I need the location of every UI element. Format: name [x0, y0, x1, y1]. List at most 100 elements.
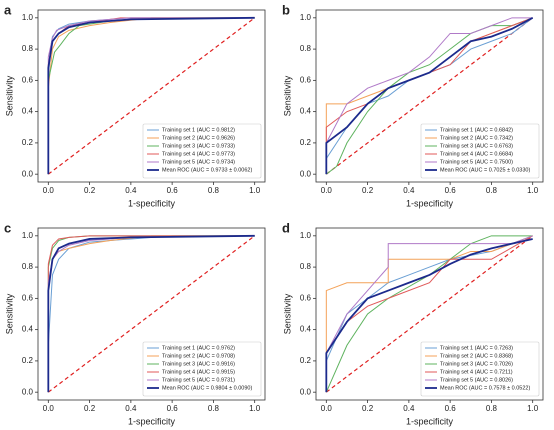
legend-label: Training set 3 (AUC = 0.7026) — [440, 361, 513, 367]
legend-label: Mean ROC (AUC = 0.9733 ± 0.0062) — [162, 167, 252, 173]
x-axis-label: 1-specificity — [128, 416, 176, 426]
y-tick-label: 1.0 — [300, 231, 312, 240]
legend-label: Mean ROC (AUC = 0.9804 ± 0.0090) — [162, 385, 252, 391]
x-axis-label: 1-specificity — [128, 198, 176, 208]
y-tick-label: 0.0 — [22, 387, 34, 396]
legend-box — [420, 341, 540, 397]
legend-label: Training set 4 (AUC = 0.9915) — [162, 369, 235, 375]
legend-label: Training set 2 (AUC = 0.9708) — [162, 353, 235, 359]
legend-box — [420, 123, 540, 179]
x-tick-label: 0.4 — [403, 186, 415, 195]
x-axis-label: 1-specificity — [406, 198, 454, 208]
roc-curve — [325, 17, 533, 175]
legend-label: Training set 2 (AUC = 0.9626) — [162, 135, 235, 141]
y-axis-label: Sensitivity — [282, 293, 292, 334]
x-tick-label: 1.0 — [249, 186, 261, 195]
legend-box — [142, 341, 262, 397]
x-tick-label: 0.0 — [321, 404, 333, 413]
y-tick-label: 0.8 — [22, 44, 34, 53]
x-tick-label: 0.2 — [362, 404, 374, 413]
x-tick-label: 0.2 — [84, 404, 96, 413]
legend-label: Training set 1 (AUC = 0.9762) — [162, 345, 235, 351]
legend-label: Training set 3 (AUC = 0.9916) — [162, 361, 235, 367]
x-axis-label: 1-specificity — [406, 416, 454, 426]
y-tick-label: 0.4 — [22, 325, 34, 334]
y-tick-label: 0.8 — [300, 44, 312, 53]
x-tick-label: 0.6 — [445, 186, 457, 195]
panel-letter: b — [282, 2, 290, 17]
y-tick-label: 1.0 — [22, 231, 34, 240]
x-tick-label: 1.0 — [249, 404, 261, 413]
y-tick-label: 0.4 — [22, 107, 34, 116]
legend-label: Training set 5 (AUC = 0.8026) — [440, 377, 513, 383]
panel-letter: a — [4, 2, 12, 17]
roc-curve — [47, 16, 255, 175]
x-tick-label: 0.0 — [43, 186, 55, 195]
x-tick-label: 0.8 — [486, 404, 498, 413]
legend-label: Training set 2 (AUC = 0.8368) — [440, 353, 513, 359]
x-tick-label: 0.0 — [43, 404, 55, 413]
x-tick-label: 1.0 — [527, 186, 539, 195]
plot-frame — [315, 9, 544, 183]
legend-label: Training set 3 (AUC = 0.9733) — [162, 143, 235, 149]
y-tick-label: 0.8 — [22, 262, 34, 271]
legend-label: Training set 1 (AUC = 0.6842) — [440, 127, 513, 133]
x-tick-label: 1.0 — [527, 404, 539, 413]
chance-line — [325, 17, 534, 175]
x-tick-label: 0.6 — [167, 186, 179, 195]
x-tick-label: 0.6 — [445, 404, 457, 413]
y-tick-label: 0.6 — [22, 293, 34, 302]
legend-label: Training set 5 (AUC = 0.7500) — [440, 159, 513, 165]
y-tick-label: 0.6 — [22, 75, 34, 84]
y-tick-label: 0.4 — [300, 107, 312, 116]
roc-curve — [47, 234, 255, 393]
legend-label: Training set 5 (AUC = 0.9734) — [162, 159, 235, 165]
chance-line — [47, 235, 256, 393]
legend-label: Training set 1 (AUC = 0.7263) — [440, 345, 513, 351]
legend-label: Training set 3 (AUC = 0.6763) — [440, 143, 513, 149]
x-tick-label: 0.2 — [362, 186, 374, 195]
y-tick-label: 0.6 — [300, 75, 312, 84]
roc-curve — [47, 17, 255, 175]
plot-frame — [315, 227, 544, 401]
legend-label: Training set 1 (AUC = 0.9812) — [162, 127, 235, 133]
x-tick-label: 0.8 — [208, 186, 220, 195]
panel-letter: c — [4, 220, 11, 235]
x-tick-label: 0.4 — [403, 404, 415, 413]
legend-box — [142, 123, 262, 179]
y-tick-label: 0.0 — [300, 387, 312, 396]
y-tick-label: 0.2 — [22, 356, 34, 365]
panel-letter: d — [282, 220, 290, 235]
legend-label: Training set 4 (AUC = 0.6684) — [440, 151, 513, 157]
y-tick-label: 0.4 — [300, 325, 312, 334]
legend-label: Mean ROC (AUC = 0.7578 ± 0.0522) — [440, 385, 530, 391]
roc-curve — [325, 238, 533, 393]
x-tick-label: 0.8 — [486, 186, 498, 195]
y-axis-label: Sensitivity — [4, 293, 14, 334]
roc-curve — [325, 17, 534, 175]
y-axis-label: Sensitivity — [282, 75, 292, 116]
legend-label: Training set 2 (AUC = 0.7342) — [440, 135, 513, 141]
legend-label: Training set 4 (AUC = 0.9773) — [162, 151, 235, 157]
y-tick-label: 0.0 — [300, 169, 312, 178]
x-tick-label: 0.4 — [125, 186, 137, 195]
y-tick-label: 1.0 — [22, 13, 34, 22]
x-tick-label: 0.4 — [125, 404, 137, 413]
legend-label: Mean ROC (AUC = 0.7025 ± 0.0330) — [440, 167, 530, 173]
y-tick-label: 1.0 — [300, 13, 312, 22]
y-tick-label: 0.0 — [22, 169, 34, 178]
legend-label: Training set 4 (AUC = 0.7211) — [440, 369, 513, 375]
x-tick-label: 0.2 — [84, 186, 96, 195]
roc-curve — [47, 235, 255, 393]
plot-frame — [37, 9, 266, 183]
chance-line — [325, 235, 534, 393]
y-tick-label: 0.6 — [300, 293, 312, 302]
x-tick-label: 0.0 — [321, 186, 333, 195]
y-tick-label: 0.2 — [300, 356, 312, 365]
x-tick-label: 0.6 — [167, 404, 179, 413]
roc-curve — [326, 17, 533, 175]
x-tick-label: 0.8 — [208, 404, 220, 413]
y-tick-label: 0.2 — [300, 138, 312, 147]
y-tick-label: 0.2 — [22, 138, 34, 147]
